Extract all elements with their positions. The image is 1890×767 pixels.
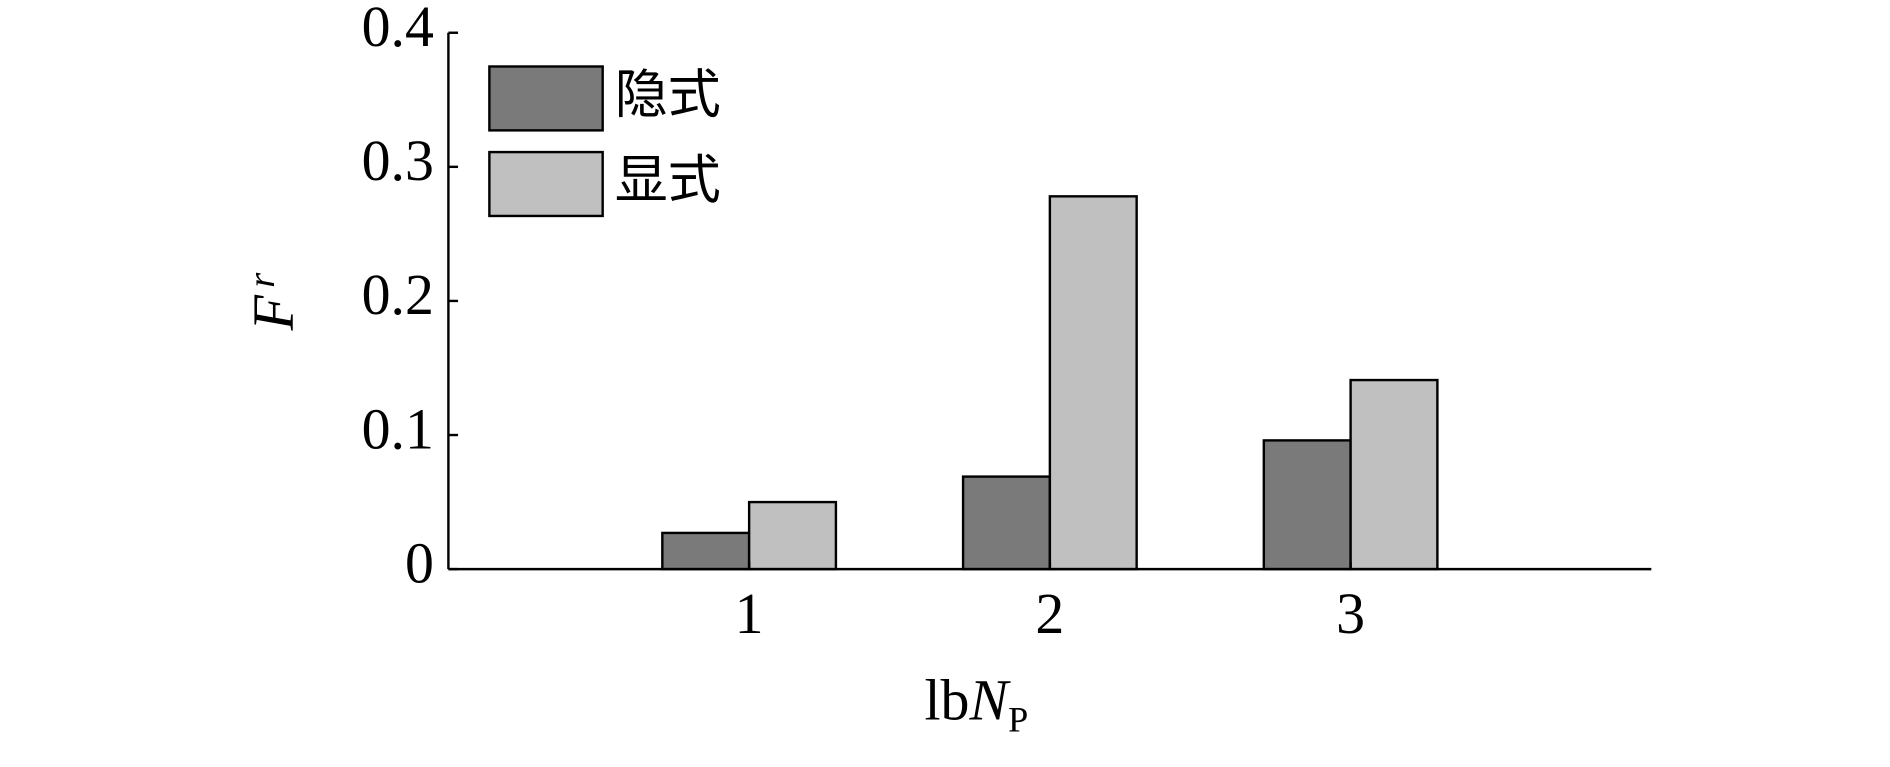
y-label-main: F bbox=[241, 294, 306, 331]
bar bbox=[1048, 195, 1138, 571]
bar bbox=[961, 475, 1052, 571]
y-axis-label: Fr bbox=[241, 272, 306, 332]
legend-label: 隐式 bbox=[615, 66, 721, 124]
x-label-main: lb bbox=[924, 668, 969, 733]
x-tick-label: 3 bbox=[1336, 581, 1365, 646]
y-tick-label: 0.2 bbox=[362, 262, 434, 327]
legend-swatch bbox=[488, 65, 604, 132]
x-tick-label: 1 bbox=[735, 581, 764, 646]
x-tick-label: 2 bbox=[1035, 581, 1064, 646]
bar bbox=[661, 531, 751, 571]
bar bbox=[1349, 378, 1439, 571]
legend-label: 显式 bbox=[615, 152, 721, 210]
x-label-italic: N bbox=[968, 668, 1011, 733]
legend-swatch bbox=[488, 150, 604, 218]
y-tick-label: 0.1 bbox=[362, 396, 434, 461]
y-label-sub: r bbox=[241, 272, 283, 288]
y-tick-label: 0.4 bbox=[362, 0, 434, 59]
y-tick-label: 0.3 bbox=[362, 128, 434, 193]
x-label-sub: P bbox=[1008, 700, 1028, 740]
x-axis-label: lbNP bbox=[924, 668, 1028, 740]
bar bbox=[747, 500, 838, 571]
y-tick-label: 0 bbox=[405, 530, 434, 595]
bar bbox=[1262, 439, 1352, 571]
